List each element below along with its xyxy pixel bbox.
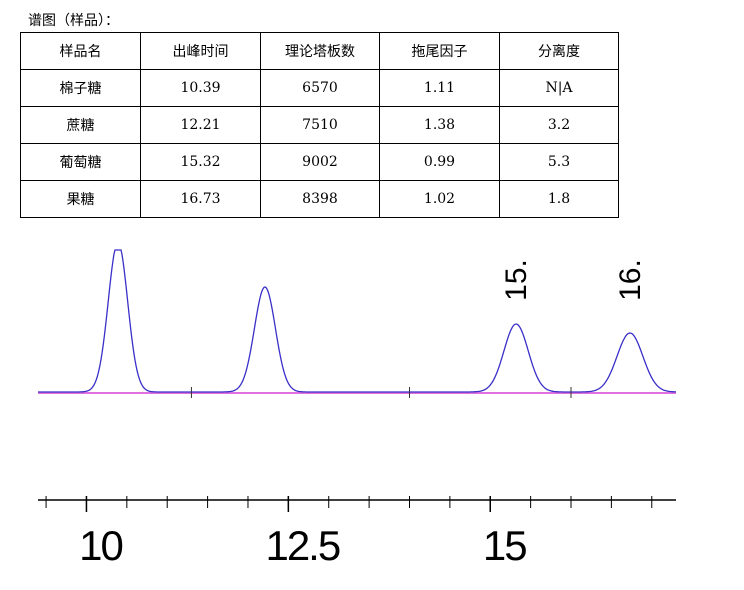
section-title: 谱图（样品）： — [28, 13, 119, 29]
results-table: 样品名 出峰时间 理论塔板数 拖尾因子 分离度 棉子糖 10.39 6570 1.11 N|A 蔗… — [20, 32, 619, 218]
table-cell: 6570 — [260, 69, 380, 107]
table-cell: 16.73 — [140, 180, 261, 218]
table-cell: N|A — [499, 69, 619, 107]
column-header: 分离度 — [499, 32, 619, 70]
column-header: 理论塔板数 — [260, 32, 380, 70]
column-header: 样品名 — [20, 32, 141, 70]
table-body: 棉子糖 10.39 6570 1.11 N|A 蔗糖 12.21 7510 1.38 3.2 葡萄糖… — [20, 69, 619, 218]
table-cell: 1.38 — [379, 106, 500, 144]
table-cell: 15.32 — [140, 143, 261, 181]
table-cell: 蔗糖 — [20, 106, 141, 144]
table-row: 果糖 16.73 8398 1.02 1.8 — [20, 180, 619, 218]
x-tick-label: 12.5 — [265, 522, 339, 569]
table-row: 葡萄糖 15.32 9002 0.99 5.3 — [20, 143, 619, 181]
table-cell: 果糖 — [20, 180, 141, 218]
peak-label: 15. — [500, 259, 533, 301]
table-cell: 0.99 — [379, 143, 500, 181]
table-cell: 10.39 — [140, 69, 261, 107]
table-cell: 8398 — [260, 180, 380, 218]
table-cell: 1.8 — [499, 180, 619, 218]
x-tick-label: 15 — [483, 522, 526, 569]
peak-label: 16. — [614, 259, 647, 301]
table-cell: 葡萄糖 — [20, 143, 141, 181]
column-header: 拖尾因子 — [379, 32, 500, 70]
trace — [38, 249, 676, 393]
column-header: 出峰时间 — [140, 32, 261, 70]
table-cell: 5.3 — [499, 143, 619, 181]
table-cell: 1.02 — [379, 180, 500, 218]
x-tick-label: 10 — [79, 522, 122, 569]
table-cell: 12.21 — [140, 106, 261, 144]
table-header: 样品名 出峰时间 理论塔板数 拖尾因子 分离度 — [20, 32, 619, 70]
